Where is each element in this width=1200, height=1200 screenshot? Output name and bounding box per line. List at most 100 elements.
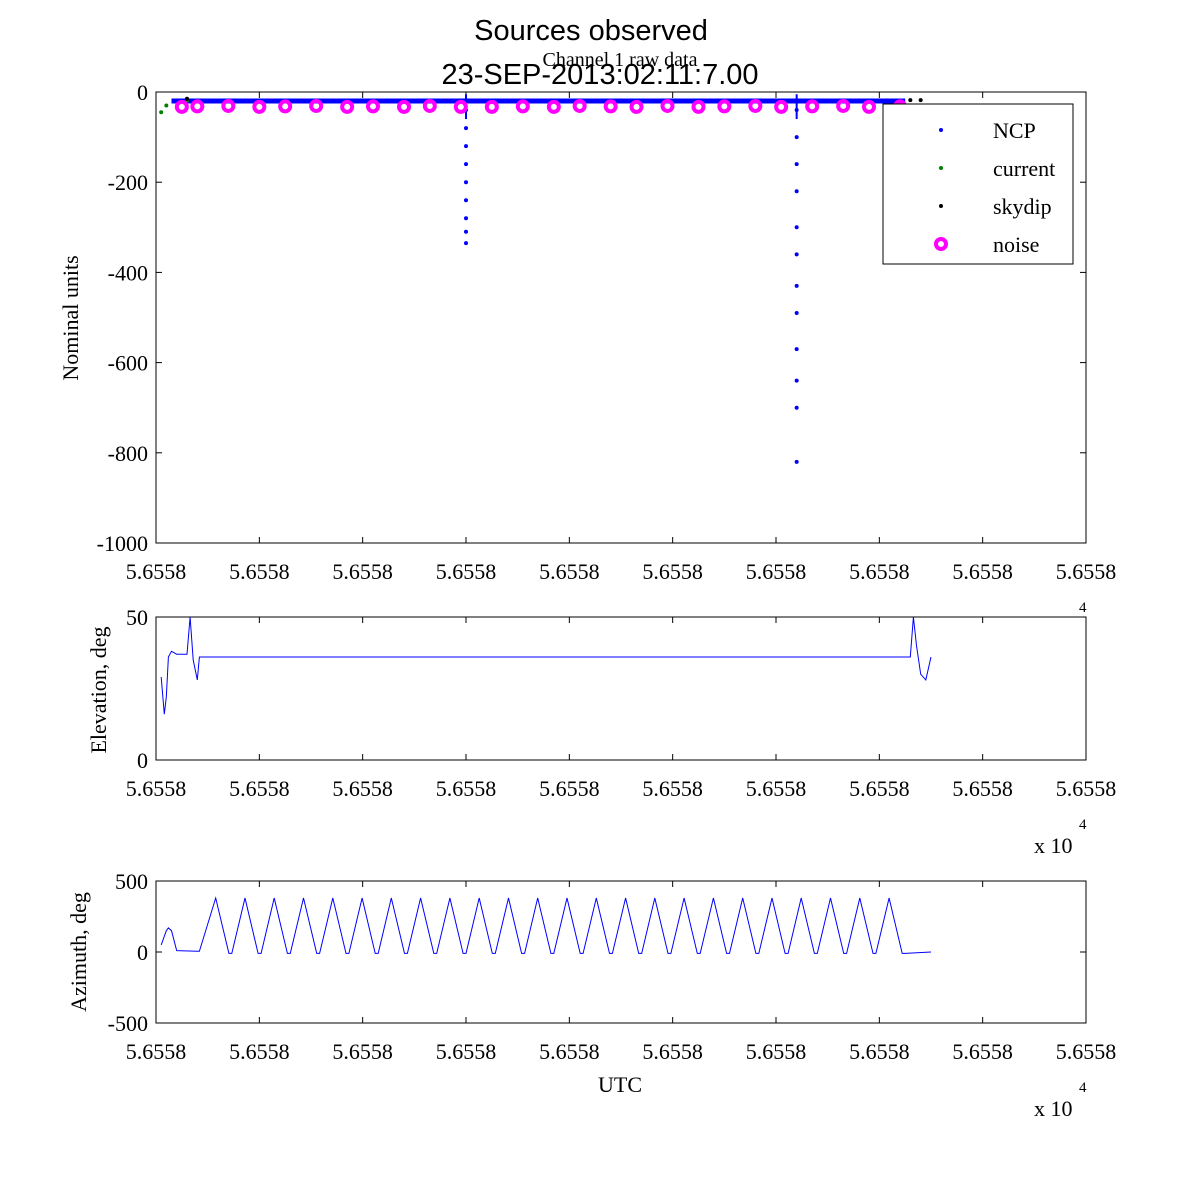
figure-subtitle: 23-SEP-2013:02:11:7.00 bbox=[441, 59, 758, 91]
y-tick-label: 50 bbox=[126, 605, 148, 630]
x-tick-label: 5.6558 bbox=[539, 776, 600, 801]
elevation-axis-exponent-power: 4 bbox=[1079, 600, 1087, 616]
azimuth-xlabel: UTC bbox=[598, 1072, 642, 1097]
x-tick-label: 5.6558 bbox=[849, 776, 910, 801]
NCP-point bbox=[464, 126, 468, 131]
series-line bbox=[160, 896, 932, 954]
elevation-ylabel: Elevation, deg bbox=[86, 626, 111, 753]
series-line bbox=[160, 616, 932, 715]
y-tick-label: 500 bbox=[115, 869, 148, 894]
NCP-point bbox=[464, 229, 468, 234]
y-tick-label: 0 bbox=[137, 940, 148, 965]
noise-marker bbox=[515, 99, 530, 114]
azimuth-exponent-power: 4 bbox=[1079, 1080, 1087, 1096]
legend-marker-NCP bbox=[939, 128, 943, 132]
plot-frame bbox=[155, 91, 1087, 544]
x-tick-label: 5.6558 bbox=[126, 1039, 187, 1064]
x-tick-label: 5.6558 bbox=[1056, 559, 1117, 584]
skydip-point bbox=[185, 96, 189, 101]
legend-marker-skydip bbox=[939, 204, 943, 208]
NCP-point bbox=[464, 162, 468, 167]
noise-marker bbox=[774, 99, 789, 114]
legend-marker-noise bbox=[934, 237, 948, 251]
NCP-point bbox=[464, 216, 468, 221]
y-tick-label: 0 bbox=[137, 748, 148, 773]
legend-label-skydip: skydip bbox=[993, 194, 1052, 219]
x-tick-label: 5.6558 bbox=[436, 776, 497, 801]
skydip-point bbox=[908, 98, 913, 103]
x-tick-label: 5.6558 bbox=[436, 559, 497, 584]
noise-marker bbox=[453, 99, 468, 114]
noise-marker bbox=[572, 98, 587, 113]
elevation-exponent-power: 4 bbox=[1079, 817, 1087, 833]
x-tick-label: 5.6558 bbox=[952, 776, 1013, 801]
current-point bbox=[164, 103, 169, 108]
x-tick-label: 5.6558 bbox=[229, 1039, 290, 1064]
x-tick-label: 5.6558 bbox=[642, 1039, 703, 1064]
elevation-exponent-label: x 10 bbox=[1034, 833, 1073, 858]
noise-marker bbox=[366, 99, 380, 114]
top-panel-title: Channel 1 raw data bbox=[543, 49, 698, 71]
x-tick-label: 5.6558 bbox=[229, 559, 290, 584]
x-tick-label: 5.6558 bbox=[746, 776, 807, 801]
x-tick-label: 5.6558 bbox=[539, 1039, 600, 1064]
y-tick-label: -1000 bbox=[97, 531, 148, 556]
noise-marker bbox=[629, 99, 644, 114]
NCP-point bbox=[794, 225, 799, 230]
legend-label-noise: noise bbox=[993, 232, 1039, 257]
azimuth-ylabel: Azimuth, deg bbox=[66, 892, 91, 1012]
noise-marker bbox=[340, 99, 355, 114]
x-tick-label: 5.6558 bbox=[126, 559, 187, 584]
noise-marker bbox=[546, 99, 561, 114]
noise-marker bbox=[252, 99, 267, 114]
figure-title: Sources observed bbox=[474, 15, 708, 47]
y-tick-label: -400 bbox=[108, 260, 148, 285]
NCP-point bbox=[464, 241, 468, 246]
noise-marker bbox=[309, 98, 324, 113]
noise-marker bbox=[748, 98, 763, 113]
x-tick-label: 5.6558 bbox=[746, 1039, 807, 1064]
plot-frame bbox=[155, 616, 1087, 761]
azimuth-panel: 5.6558 5.6558 5.6558 5.6558 5.6558 5.6558 5.65… bbox=[108, 869, 1117, 1064]
noise-marker bbox=[836, 98, 851, 113]
plot-frame bbox=[155, 880, 1087, 1024]
azimuth-exponent-label: x 10 bbox=[1034, 1096, 1073, 1121]
x-tick-label: 5.6558 bbox=[332, 1039, 393, 1064]
x-tick-label: 5.6558 bbox=[539, 559, 600, 584]
raw-data-ylabel: Nominal units bbox=[58, 255, 83, 380]
x-tick-label: 5.6558 bbox=[642, 559, 703, 584]
noise-marker bbox=[805, 99, 820, 114]
x-tick-label: 5.6558 bbox=[952, 1039, 1013, 1064]
x-tick-label: 5.6558 bbox=[849, 1039, 910, 1064]
NCP-point bbox=[794, 283, 799, 288]
noise-marker bbox=[717, 99, 732, 114]
noise-marker bbox=[221, 98, 236, 113]
NCP-point bbox=[794, 252, 799, 257]
current-point bbox=[159, 110, 164, 115]
legend-box bbox=[882, 103, 1074, 265]
legend-marker-current bbox=[939, 166, 943, 170]
x-tick-label: 5.6558 bbox=[642, 776, 703, 801]
noise-marker bbox=[278, 99, 293, 114]
y-tick-label: 0 bbox=[137, 80, 148, 105]
x-tick-label: 5.6558 bbox=[126, 776, 187, 801]
NCP-point bbox=[794, 405, 799, 410]
elevation-panel: 5.6558 5.6558 5.6558 5.6558 5.6558 5.6558 5.65… bbox=[126, 605, 1117, 801]
noise-marker bbox=[190, 99, 205, 114]
noise-marker bbox=[397, 99, 411, 114]
x-tick-label: 5.6558 bbox=[1056, 776, 1117, 801]
raw-data-panel: 5.6558 5.6558 5.6558 5.6558 5.6558 5.6558 5.65… bbox=[97, 80, 1117, 584]
noise-marker bbox=[691, 99, 706, 114]
x-tick-label: 5.6558 bbox=[849, 559, 910, 584]
noise-marker bbox=[862, 99, 876, 114]
x-tick-label: 5.6558 bbox=[952, 559, 1013, 584]
NCP-point bbox=[794, 347, 799, 352]
y-tick-label: -200 bbox=[108, 170, 148, 195]
noise-marker bbox=[484, 99, 499, 114]
y-tick-label: -800 bbox=[108, 441, 148, 466]
NCP-point bbox=[794, 135, 799, 140]
NCP-point bbox=[794, 162, 799, 167]
y-tick-label: -600 bbox=[108, 351, 148, 376]
NCP-point bbox=[794, 378, 799, 383]
